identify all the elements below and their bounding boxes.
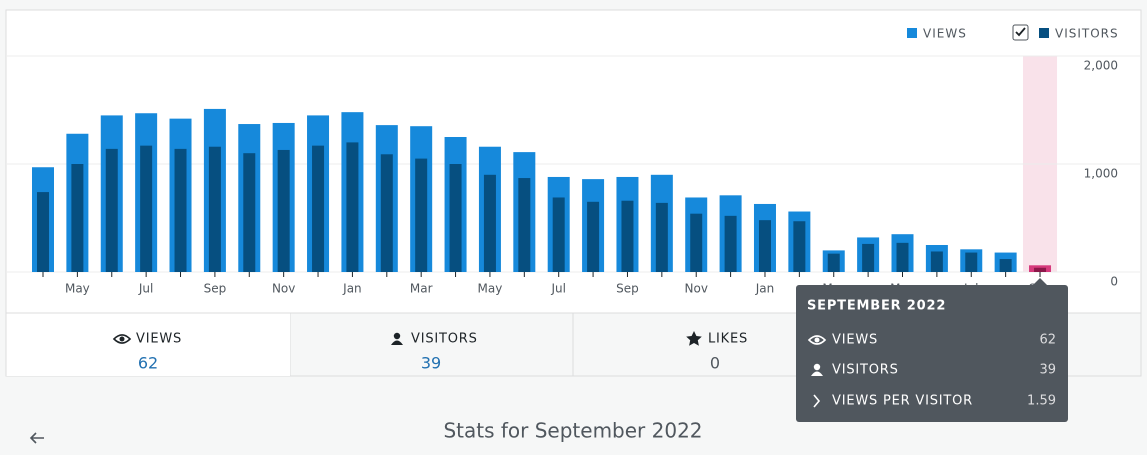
bar — [587, 201, 600, 272]
tooltip-value: 1.59 — [1027, 394, 1056, 409]
y-tick-label: 2,000 — [1084, 59, 1118, 73]
plot: 0 1,000 2,000 May Jul Sep Nov Jan Mar May Jul Sep No… — [7, 55, 1140, 296]
x-tick-label: May — [478, 282, 503, 296]
x-tick-label: Sep — [616, 282, 639, 296]
tab-label: VISITORS — [411, 332, 478, 347]
bar — [793, 221, 806, 272]
checkmark — [1015, 27, 1026, 37]
bar — [243, 153, 256, 272]
eye-icon — [112, 334, 132, 344]
bar — [37, 192, 49, 272]
x-tick-label: May — [65, 282, 90, 296]
tab-value: 0 — [710, 354, 720, 373]
tooltip-box — [796, 285, 1068, 422]
legend-label: VISITORS — [1055, 27, 1119, 41]
bar — [105, 148, 118, 272]
page-title: Stats for September 2022 — [443, 419, 702, 443]
bar — [312, 145, 325, 272]
bar — [690, 213, 703, 272]
tab-value: 39 — [421, 354, 441, 373]
tab-selected[interactable] — [6, 313, 291, 376]
tooltip-title: SEPTEMBER 2022 — [807, 299, 946, 314]
x-tick-label: Nov — [272, 282, 295, 296]
legend-swatch — [1039, 28, 1049, 38]
bar — [724, 215, 737, 272]
bar — [71, 164, 84, 272]
bar — [862, 243, 875, 272]
eye-icon — [807, 335, 827, 345]
tab-label: LIKES — [708, 332, 748, 347]
tab-label: VIEWS — [136, 332, 182, 347]
bar — [483, 174, 496, 272]
x-tick-label: Jan — [342, 282, 362, 296]
bar — [827, 253, 840, 272]
bar — [277, 149, 290, 272]
bar — [208, 146, 221, 272]
back-button[interactable] — [29, 432, 44, 444]
star-icon — [686, 331, 702, 346]
bar — [174, 148, 187, 272]
x-tick-label: Jul — [138, 282, 153, 296]
bar — [415, 158, 428, 272]
x-tick-label: Jul — [550, 282, 565, 296]
bar — [896, 242, 909, 272]
x-tick-label: Jan — [755, 282, 775, 296]
bar — [758, 220, 771, 272]
x-tick-label: Sep — [204, 282, 227, 296]
legend-label: VIEWS — [923, 27, 967, 41]
bar — [346, 142, 359, 272]
tooltip-label: VISITORS — [832, 363, 899, 378]
tooltip: SEPTEMBER 2022 VIEWS 62 VISITORS 39 VIEW… — [796, 278, 1068, 422]
bar — [930, 251, 943, 272]
bar — [380, 154, 393, 272]
bar — [518, 178, 531, 272]
x-tick-label: Mar — [410, 282, 433, 296]
chevron-icon — [813, 394, 821, 408]
bar — [449, 164, 462, 272]
tooltip-arrow — [1033, 278, 1047, 285]
tooltip-label: VIEWS — [832, 333, 878, 348]
y-tick-label: 0 — [1110, 275, 1118, 289]
tab-value: 62 — [138, 354, 158, 373]
bar — [1034, 267, 1047, 272]
person-icon — [391, 332, 403, 345]
bar — [999, 259, 1012, 272]
y-tick-label: 1,000 — [1084, 167, 1118, 181]
tooltip-value: 62 — [1039, 333, 1056, 348]
x-tick-label: Nov — [685, 282, 708, 296]
tooltip-value: 39 — [1039, 363, 1056, 378]
legend-swatch — [907, 28, 917, 38]
bar — [655, 202, 668, 272]
bar — [140, 145, 153, 272]
person-icon — [811, 363, 823, 376]
bar — [965, 252, 978, 272]
bar — [621, 200, 634, 272]
tab[interactable] — [289, 312, 574, 377]
bar — [552, 197, 565, 272]
tooltip-label: VIEWS PER VISITOR — [832, 394, 973, 409]
